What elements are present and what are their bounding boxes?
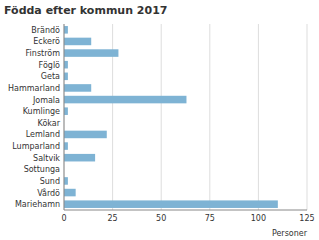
tick-label: 125 [299,214,314,223]
title: Födda efter kommun 2017 [4,4,167,17]
grid-line [209,24,210,210]
bar [64,154,95,162]
category-label: Jomala [32,96,60,105]
tick-label: 0 [61,214,66,223]
category-label: Sund [40,177,60,186]
bar [64,96,186,104]
tick-label: 50 [156,214,166,223]
category-label: Kökar [38,119,61,128]
category-label: Mariehamn [15,200,60,209]
bar [64,189,76,197]
bar [64,61,68,69]
category-label: Hammarland [8,84,60,93]
bar [64,142,68,150]
category-label: Finström [26,49,61,58]
bar [64,84,91,92]
grid-line [64,24,65,210]
page: {"chart_data": {"type": "bar", "orientat… [0,0,319,240]
category-label: Sottunga [24,165,60,174]
chart-container: Födda efter kommun 2017 0 25 50 75 100 125 Brän… [0,0,319,240]
grid-line [161,24,162,210]
bar [64,131,107,139]
bar [64,107,68,115]
tick-label: 25 [108,214,118,223]
axis-line [64,210,307,211]
bar [64,26,68,34]
bar [64,73,68,81]
category-label: Brändö [31,26,60,35]
category-label: Kumlinge [23,107,60,116]
category-label: Föglö [39,61,61,70]
category-label: Eckerö [33,37,60,46]
category-label: Geta [41,72,60,81]
grid-line [307,24,308,210]
grid [64,24,307,210]
tick-label: 100 [251,214,266,223]
chart-svg: Födda efter kommun 2017 0 25 50 75 100 125 Brän… [0,0,319,240]
bar [64,49,118,57]
bar [64,177,68,185]
bar [64,38,91,46]
axis-line [64,24,65,210]
category-label: Lemland [26,130,60,139]
tick-label: 75 [205,214,215,223]
category-label: Vårdö [37,188,60,198]
category-label: Saltvik [33,154,60,163]
bar [64,200,278,208]
grid-line [258,24,259,210]
axis-label: Personer [272,229,308,238]
bars [64,26,278,208]
category-label: Lumparland [12,142,60,151]
